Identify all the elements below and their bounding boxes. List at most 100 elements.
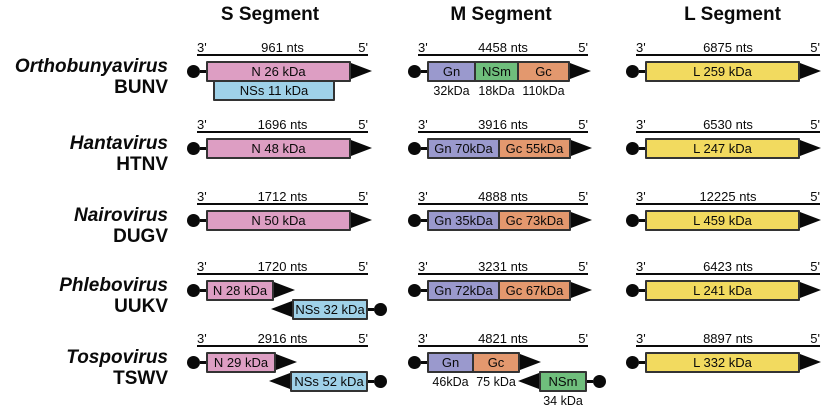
arrow-right-icon (351, 63, 372, 79)
terminus-stem (200, 288, 206, 292)
gene-box: L 247 kDa (645, 137, 800, 159)
prime-5-label: 5' (358, 40, 368, 55)
column-header-l: L Segment (684, 4, 781, 25)
gene-box: NSs 52 kDa (290, 370, 368, 392)
prime-3-label: 3' (636, 259, 646, 274)
arrow-right-icon (351, 140, 372, 156)
prime-5-label: 5' (358, 331, 368, 346)
gene-box: Gn 70kDa (427, 137, 500, 159)
terminus-dot-icon (187, 64, 200, 78)
segment-ruler: 3' 8897 nts 5' (636, 329, 820, 347)
terminus-dot-icon (187, 141, 200, 155)
segment-ruler: 3' 6875 nts 5' (636, 38, 820, 56)
gene-box-label: L 247 kDa (693, 140, 752, 156)
segment-cell-s: 3' 1720 nts 5' N 28 kDa NSs 32 kDa (187, 257, 387, 321)
arrow-right-icon (351, 212, 372, 228)
terminus-dot-icon (408, 283, 421, 297)
segment-cell-s: 3' 2916 nts 5' N 29 kDa NSs 52 kDa (187, 329, 387, 393)
gene-box-label: NSs 32 kDa (295, 301, 365, 317)
gene-box-label: N 48 kDa (251, 140, 306, 156)
gene-lanes: N 48 kDa (187, 136, 372, 160)
segment-cell-m: 3' 3916 nts 5' Gn 70kDa Gc 55kDa (408, 115, 592, 160)
gene-box-label: Gc (487, 354, 505, 370)
prime-5-label: 5' (358, 117, 368, 132)
gene-box-label: L 459 kDa (693, 212, 752, 228)
gene-mass-label: 110kDa (522, 83, 565, 98)
prime-5-label: 5' (358, 259, 368, 274)
gene-box: N 28 kDa (206, 279, 274, 301)
prime-3-label: 3' (197, 331, 207, 346)
gene-box-label: Gc 67kDa (505, 282, 564, 298)
gene-box-label: L 259 kDa (693, 63, 752, 79)
terminus-dot-icon (626, 64, 639, 78)
prime-3-label: 3' (636, 117, 646, 132)
nts-length-label: 3916 nts (478, 117, 528, 132)
strain-label: DUGV (113, 226, 168, 247)
gene-lane: L 259 kDa (626, 59, 821, 83)
gene-box-label: Gc 55kDa (505, 140, 564, 156)
gene-lanes: N 50 kDa (187, 208, 372, 232)
genus-label: Hantavirus (69, 133, 168, 154)
gene-box-label: Gc (535, 63, 552, 79)
gene-mass-label: 18kDa (478, 83, 515, 98)
segment-cell-m: 3' 4821 nts 5' Gn 46kDa Gc 75 kDa NSm 34 kDa (408, 329, 606, 406)
virus-label: Orthobunyavirus BUNV (0, 56, 168, 98)
gene-box-label: Gc 73kDa (505, 212, 564, 228)
gene-lane: NSs 52 kDa (269, 369, 387, 393)
gene-box: Gn 35kDa (427, 209, 500, 231)
gene-lanes: Gn 70kDa Gc 55kDa (408, 136, 592, 160)
terminus-stem (200, 69, 206, 73)
arrow-left-icon (271, 301, 292, 317)
gene-box-label: Gn (441, 354, 460, 370)
nts-length-label: 4888 nts (478, 189, 528, 204)
prime-5-label: 5' (810, 117, 820, 132)
gene-box-label: Gn 70kDa (434, 140, 493, 156)
virus-label: Phlebovirus UUKV (0, 275, 168, 317)
gene-mass-label: 75 kDa (476, 374, 516, 389)
terminus-dot-icon (408, 64, 421, 78)
prime-5-label: 5' (578, 117, 588, 132)
gene-box: NSs 32 kDa (292, 298, 368, 320)
gene-box-label: NSm (482, 63, 511, 79)
gene-lanes: L 332 kDa (626, 350, 821, 374)
terminus-stem (639, 69, 645, 73)
arrow-left-icon (269, 373, 290, 389)
prime-3-label: 3' (636, 331, 646, 346)
gene-lane: L 247 kDa (626, 136, 821, 160)
arrow-right-icon (800, 354, 821, 370)
gene-lanes: Gn 32kDa NSm 18kDa Gc 110kDa (408, 59, 591, 98)
prime-3-label: 3' (197, 259, 207, 274)
segment-cell-l: 3' 6875 nts 5' L 259 kDa (626, 38, 821, 83)
nts-length-label: 2916 nts (257, 331, 308, 346)
strain-label: TSWV (113, 368, 168, 389)
terminus-dot-icon (374, 374, 387, 388)
segment-ruler: 3' 1720 nts 5' (197, 257, 368, 275)
gene-box: N 48 kDa (206, 137, 351, 159)
terminus-stem (639, 360, 645, 364)
gene-lane: Gn 46kDa Gc 75 kDa (408, 350, 588, 389)
gene-box: NSm 18kDa (474, 60, 519, 98)
prime-3-label: 3' (197, 189, 207, 204)
segment-cell-l: 3' 6530 nts 5' L 247 kDa (626, 115, 821, 160)
gene-box-label: N 28 kDa (212, 282, 268, 298)
terminus-dot-icon (626, 213, 639, 227)
nts-length-label: 12225 nts (699, 189, 757, 204)
strain-label: BUNV (114, 77, 168, 98)
gene-box: Gc 55kDa (498, 137, 571, 159)
gene-box-label: L 332 kDa (693, 354, 752, 370)
segment-ruler: 3' 3231 nts 5' (418, 257, 588, 275)
gene-box: NSm 34 kDa (539, 370, 587, 406)
gene-box: L 459 kDa (645, 209, 800, 231)
gene-box: Gc 73kDa (498, 209, 571, 231)
terminus-stem (200, 360, 206, 364)
gene-box: L 332 kDa (645, 351, 800, 373)
terminus-stem (639, 288, 645, 292)
terminus-stem (421, 288, 427, 292)
gene-lanes: N 26 kDa NSs 11 kDa (187, 59, 372, 102)
nts-length-label: 4458 nts (478, 40, 528, 55)
gene-box-label: NSm (548, 373, 578, 389)
arrow-right-icon (274, 282, 295, 298)
gene-lane: Gn 32kDa NSm 18kDa Gc 110kDa (408, 59, 591, 98)
nts-length-label: 6875 nts (703, 40, 753, 55)
segment-ruler: 3' 4888 nts 5' (418, 187, 588, 205)
